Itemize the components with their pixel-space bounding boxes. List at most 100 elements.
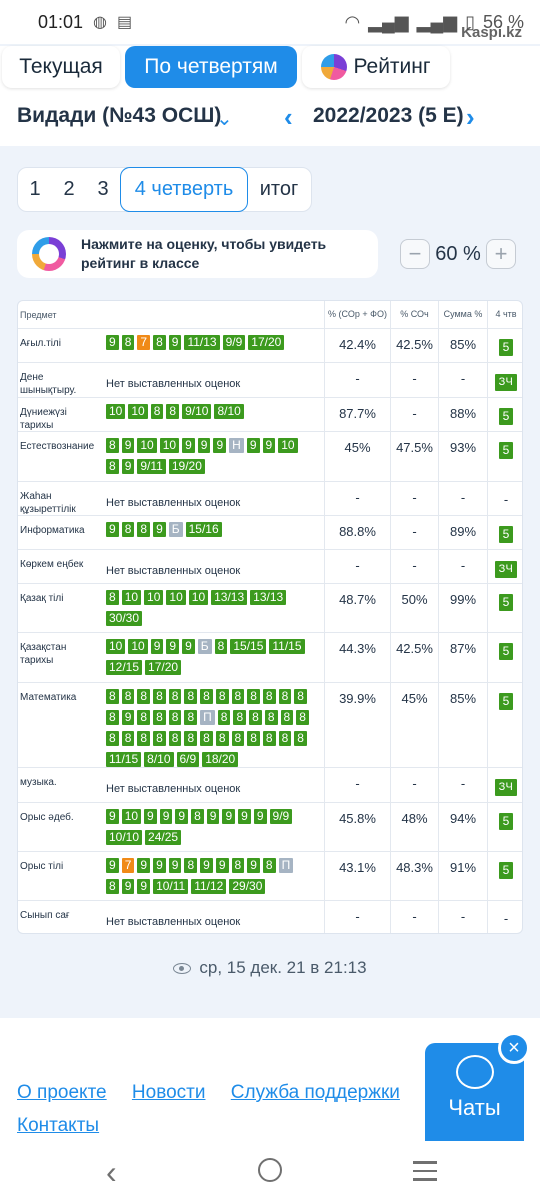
footer-link-support[interactable]: Служба поддержки bbox=[230, 1082, 400, 1103]
home-icon[interactable] bbox=[258, 1158, 282, 1182]
next-year-icon[interactable]: › bbox=[466, 102, 475, 132]
grade-badge[interactable]: 19/20 bbox=[168, 459, 205, 474]
grade-badge[interactable]: 8 bbox=[231, 731, 245, 746]
zoom-out-button[interactable]: − bbox=[400, 239, 430, 269]
grade-badge[interactable]: 8 bbox=[247, 731, 260, 746]
final-button[interactable]: итог bbox=[259, 178, 299, 200]
grade-badge[interactable]: 9 bbox=[175, 809, 189, 824]
grade-badge[interactable]: 8 bbox=[184, 689, 198, 704]
quarter-3-button[interactable]: 3 bbox=[97, 178, 109, 200]
grade-badge[interactable]: 6/9 bbox=[176, 752, 200, 767]
grade-badge[interactable]: 9/9 bbox=[269, 809, 293, 824]
grade-badge[interactable]: 8 bbox=[153, 710, 166, 725]
grade-badge[interactable]: 9 bbox=[150, 639, 164, 654]
grade-badge[interactable]: 11/13 bbox=[184, 335, 220, 350]
grade-badge[interactable]: 8 bbox=[106, 438, 119, 453]
grade-badge[interactable]: 8 bbox=[106, 459, 119, 474]
grade-badge[interactable]: 10 bbox=[106, 639, 126, 654]
grade-badge[interactable]: 24/25 bbox=[145, 830, 182, 845]
back-icon[interactable]: ‹ bbox=[106, 1154, 117, 1190]
grade-badge[interactable]: 8/10 bbox=[144, 752, 174, 767]
final-grade[interactable]: 5 bbox=[498, 526, 514, 543]
grade-badge[interactable]: 8 bbox=[121, 335, 135, 350]
grade-badge[interactable]: 9 bbox=[168, 858, 182, 873]
grade-badge[interactable]: 10/10 bbox=[106, 830, 143, 845]
grade-badge[interactable]: 8 bbox=[200, 731, 213, 746]
grade-badge[interactable]: 9 bbox=[246, 438, 260, 453]
grade-badge[interactable]: 8 bbox=[215, 731, 229, 746]
grade-badge[interactable]: 7 bbox=[137, 335, 151, 350]
grade-badge[interactable]: 8 bbox=[200, 689, 213, 704]
grade-badge[interactable]: 9 bbox=[238, 809, 251, 824]
grade-badge[interactable]: 9 bbox=[121, 459, 135, 474]
footer-link-contacts[interactable]: Контакты bbox=[17, 1115, 100, 1136]
grade-badge[interactable]: 10 bbox=[106, 404, 126, 419]
grade-badge[interactable]: 8 bbox=[231, 689, 245, 704]
grade-badge[interactable]: 9 bbox=[215, 858, 229, 873]
final-grade[interactable]: 5 bbox=[498, 862, 514, 879]
grade-badge[interactable]: 9 bbox=[159, 809, 173, 824]
grade-badge[interactable]: 10 bbox=[128, 404, 148, 419]
grade-badge[interactable]: 9 bbox=[106, 809, 119, 824]
grade-badge[interactable]: Б bbox=[197, 639, 212, 654]
grade-badge[interactable]: 7 bbox=[121, 858, 135, 873]
grade-badge[interactable]: 9 bbox=[222, 809, 236, 824]
grade-badge[interactable]: 18/20 bbox=[202, 752, 239, 767]
grade-badge[interactable]: 8 bbox=[137, 522, 151, 537]
grade-badge[interactable]: 8 bbox=[233, 710, 247, 725]
grade-badge[interactable]: 30/30 bbox=[106, 611, 143, 626]
school-selector[interactable]: Видади (№43 ОСШ) bbox=[17, 104, 222, 127]
final-grade[interactable]: 5 bbox=[498, 643, 514, 660]
grade-badge[interactable]: Б bbox=[168, 522, 183, 537]
quarter-2-button[interactable]: 2 bbox=[63, 178, 75, 200]
grade-badge[interactable]: 10/11 bbox=[153, 879, 189, 894]
grade-badge[interactable]: 8 bbox=[137, 731, 151, 746]
grade-badge[interactable]: 9 bbox=[106, 858, 119, 873]
grade-badge[interactable]: 9 bbox=[182, 438, 195, 453]
zoom-in-button[interactable]: + bbox=[486, 239, 516, 269]
grade-badge[interactable]: 9 bbox=[137, 879, 151, 894]
final-grade[interactable]: 5 bbox=[498, 442, 514, 459]
grade-badge[interactable]: 12/15 bbox=[106, 660, 143, 675]
grade-badge[interactable]: 8 bbox=[168, 731, 182, 746]
grade-badge[interactable]: 9 bbox=[144, 809, 157, 824]
grade-badge[interactable]: 8 bbox=[153, 335, 166, 350]
final-grade[interactable]: ЗЧ bbox=[494, 779, 518, 796]
grade-badge[interactable]: 11/12 bbox=[191, 879, 227, 894]
footer-link-news[interactable]: Новости bbox=[131, 1082, 206, 1103]
grade-badge[interactable]: 8 bbox=[168, 710, 182, 725]
grade-badge[interactable]: 8 bbox=[106, 689, 119, 704]
grade-badge[interactable]: 11/15 bbox=[269, 639, 305, 654]
grade-badge[interactable]: 9/9 bbox=[222, 335, 246, 350]
grade-badge[interactable]: 9 bbox=[153, 522, 166, 537]
grade-badge[interactable]: 8 bbox=[262, 858, 276, 873]
grade-badge[interactable]: 8 bbox=[184, 731, 198, 746]
grade-badge[interactable]: 8 bbox=[264, 710, 278, 725]
grade-badge[interactable]: 9 bbox=[182, 639, 195, 654]
grade-badge[interactable]: 8 bbox=[294, 731, 307, 746]
grade-badge[interactable]: 8 bbox=[262, 731, 276, 746]
grade-badge[interactable]: 15/16 bbox=[185, 522, 222, 537]
footer-link-about[interactable]: О проекте bbox=[17, 1082, 107, 1103]
grade-badge[interactable]: 11/15 bbox=[106, 752, 142, 767]
grade-badge[interactable]: 9 bbox=[121, 438, 135, 453]
grade-badge[interactable]: 9 bbox=[247, 858, 260, 873]
grade-badge[interactable]: 8 bbox=[280, 710, 294, 725]
grade-badge[interactable]: 9 bbox=[253, 809, 267, 824]
recents-icon[interactable] bbox=[413, 1161, 437, 1187]
quarter-4-button[interactable]: 4 четверть bbox=[120, 167, 248, 212]
final-grade[interactable]: 5 bbox=[498, 408, 514, 425]
grade-badge[interactable]: 8 bbox=[121, 689, 135, 704]
chevron-down-icon[interactable]: ⌄ bbox=[216, 108, 233, 130]
grade-badge[interactable]: 9 bbox=[106, 335, 119, 350]
grade-badge[interactable]: Н bbox=[229, 438, 244, 453]
grade-badge[interactable]: 8 bbox=[121, 522, 135, 537]
grade-badge[interactable]: 9 bbox=[206, 809, 220, 824]
grade-badge[interactable]: 8 bbox=[153, 689, 166, 704]
grade-badge[interactable]: 8 bbox=[278, 731, 292, 746]
grade-badge[interactable]: 10 bbox=[121, 809, 142, 824]
grade-badge[interactable]: 15/15 bbox=[230, 639, 267, 654]
grade-badge[interactable]: П bbox=[278, 858, 294, 873]
grade-badge[interactable]: 8 bbox=[184, 858, 198, 873]
tab-quarters[interactable]: По четвертям bbox=[125, 46, 297, 88]
